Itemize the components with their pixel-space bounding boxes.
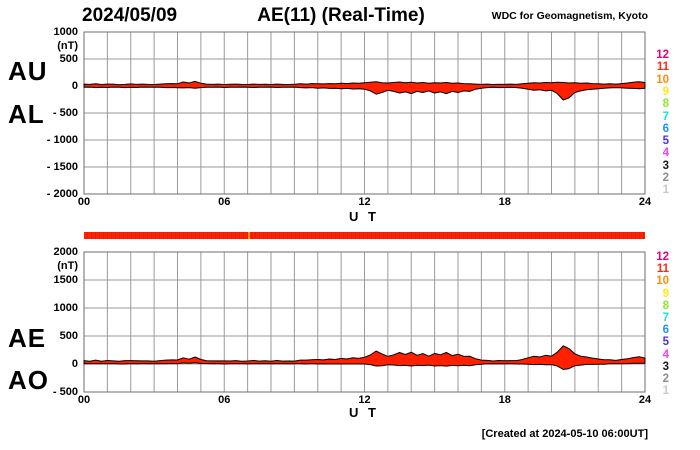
station-count-5: 5 <box>662 336 669 349</box>
series-label-ae: AE <box>8 323 47 353</box>
station-count-6: 6 <box>662 324 669 337</box>
ytick-label: 500 <box>59 329 78 342</box>
x-axis-label-top: U T <box>349 209 379 224</box>
ytick-label: 1500 <box>53 273 78 286</box>
station-count-12: 12 <box>656 251 669 263</box>
organization-credit: WDC for Geomagnetism, Kyoto <box>491 10 648 22</box>
created-timestamp: [Created at 2024-05-10 06:00UT] <box>481 428 648 440</box>
xtick-label: 06 <box>218 196 231 208</box>
y-axis-unit-bottom: (nT) <box>57 260 78 272</box>
xtick-label: 00 <box>77 196 91 208</box>
station-count-10: 10 <box>656 73 669 86</box>
ytick-label: - 2000 <box>46 187 78 200</box>
series-label-al: AL <box>8 99 45 129</box>
station-count-12: 12 <box>656 49 669 61</box>
ytick-label: 1000 <box>53 301 78 314</box>
station-count-7: 7 <box>662 312 669 324</box>
station-count-2: 2 <box>662 373 669 385</box>
xtick-label: 12 <box>358 196 371 208</box>
station-count-8: 8 <box>662 98 669 111</box>
station-count-5: 5 <box>662 135 669 148</box>
station-count-1: 1 <box>662 184 669 197</box>
plot-title: AE(11) (Real-Time) <box>257 5 425 26</box>
ytick-label: 0 <box>71 357 78 370</box>
y-axis-unit-top: (nT) <box>57 40 78 52</box>
xtick-label: 24 <box>638 394 652 406</box>
station-count-4: 4 <box>662 147 669 160</box>
station-count-3: 3 <box>662 360 669 373</box>
xtick-label: 18 <box>498 196 511 208</box>
index-band-ae-ao <box>83 345 646 370</box>
xtick-label: 18 <box>498 394 511 406</box>
x-axis-label-bottom: U T <box>349 405 379 420</box>
ytick-label: 1000 <box>53 25 78 38</box>
station-count-7: 7 <box>662 110 669 123</box>
station-count-1: 1 <box>662 385 669 398</box>
station-count-2: 2 <box>662 172 669 184</box>
station-count-4: 4 <box>662 348 669 361</box>
series-label-au: AU <box>8 56 48 86</box>
station-count-10: 10 <box>656 275 669 288</box>
station-count-3: 3 <box>662 159 669 172</box>
ytick-label: 2000 <box>53 245 78 258</box>
data-availability-bar <box>84 232 645 239</box>
ytick-label: 500 <box>59 52 78 65</box>
index-band-au-al <box>83 80 646 101</box>
station-count-8: 8 <box>662 299 669 312</box>
plot-date: 2024/05/09 <box>82 5 178 26</box>
ytick-label: - 1000 <box>46 133 78 146</box>
xtick-label: 24 <box>638 196 652 208</box>
station-count-9: 9 <box>662 287 669 300</box>
xtick-label: 12 <box>358 394 371 406</box>
ytick-label: - 500 <box>52 106 78 119</box>
series-label-ao: AO <box>8 365 49 395</box>
station-count-9: 9 <box>662 85 669 98</box>
station-count-11: 11 <box>656 61 669 74</box>
ytick-label: 0 <box>71 79 78 92</box>
station-count-11: 11 <box>656 263 669 276</box>
availability-gap-marker <box>248 232 250 239</box>
ytick-label: - 1500 <box>46 160 78 173</box>
xtick-label: 06 <box>218 394 231 406</box>
xtick-label: 00 <box>77 394 91 406</box>
station-count-6: 6 <box>662 122 669 135</box>
ytick-label: - 500 <box>52 385 78 398</box>
